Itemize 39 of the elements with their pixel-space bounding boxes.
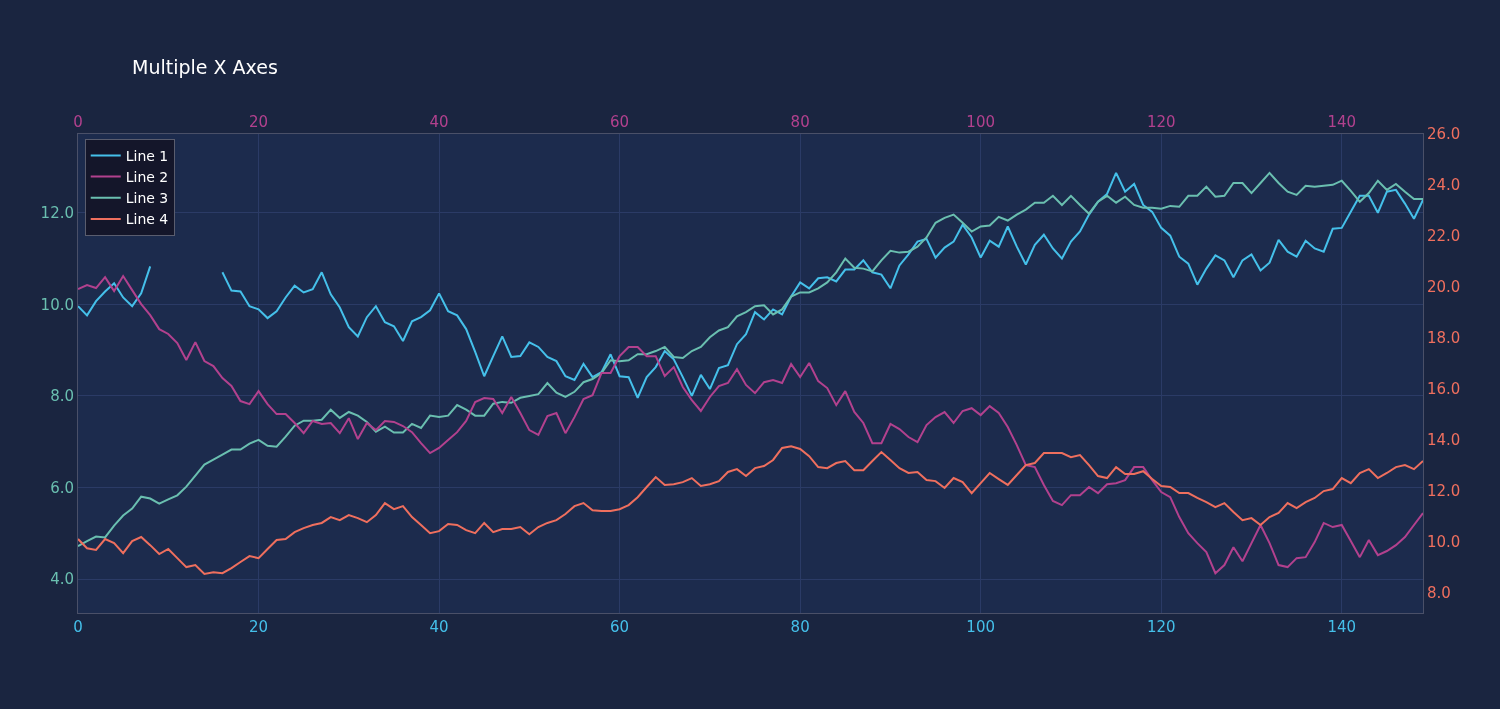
y-tick-label: 8.0 — [50, 387, 74, 406]
legend-label: Line 4 — [125, 211, 169, 228]
y2-tick-label: 18.0 — [1427, 329, 1461, 348]
x-tick-label: 20 — [248, 113, 269, 131]
x2-tick-label: 100 — [966, 618, 995, 636]
y2-tick-label: 24.0 — [1427, 176, 1461, 195]
line-series — [78, 171, 1423, 548]
x2-tick-label: 20 — [248, 618, 269, 636]
x-tick-label: 120 — [1146, 113, 1176, 131]
x-tick-label: 60 — [610, 113, 630, 131]
y2-tick-label: 22.0 — [1427, 227, 1461, 246]
y2-tick-label: 16.0 — [1427, 380, 1461, 399]
y2-tick-label: 14.0 — [1427, 431, 1461, 450]
legend-label: Line 2 — [125, 169, 169, 186]
x-tick-label: 140 — [1327, 113, 1357, 131]
x-tick-label: 0 — [73, 113, 83, 131]
y2-tick-label: 26.0 — [1427, 125, 1461, 144]
x2-tick-label: 40 — [429, 618, 449, 636]
y-tick-label: 6.0 — [50, 478, 74, 497]
x2-tick-label: 140 — [1327, 618, 1357, 636]
y-tick-label: 10.0 — [40, 295, 74, 314]
chart-title: Multiple X Axes — [132, 55, 278, 78]
y2-tick-label: 8.0 — [1427, 584, 1451, 603]
x2-tick-label: 80 — [790, 618, 810, 636]
x-tick-label: 40 — [429, 113, 449, 131]
y2-tick-label: 10.0 — [1427, 533, 1461, 552]
y-tick-label: 4.0 — [50, 570, 74, 589]
legend-label: Line 3 — [125, 190, 169, 207]
x-tick-label: 100 — [966, 113, 995, 131]
x2-tick-label: 0 — [73, 618, 83, 636]
x2-tick-label: 60 — [610, 618, 630, 636]
y2-tick-label: 12.0 — [1427, 482, 1461, 501]
x2-tick-label: 120 — [1146, 618, 1176, 636]
line-series — [78, 445, 1423, 575]
line-series — [78, 275, 1423, 575]
x-tick-label: 80 — [790, 113, 810, 131]
legend-label: Line 1 — [125, 147, 169, 164]
y-tick-label: 12.0 — [40, 204, 74, 223]
y2-tick-label: 20.0 — [1427, 278, 1461, 297]
